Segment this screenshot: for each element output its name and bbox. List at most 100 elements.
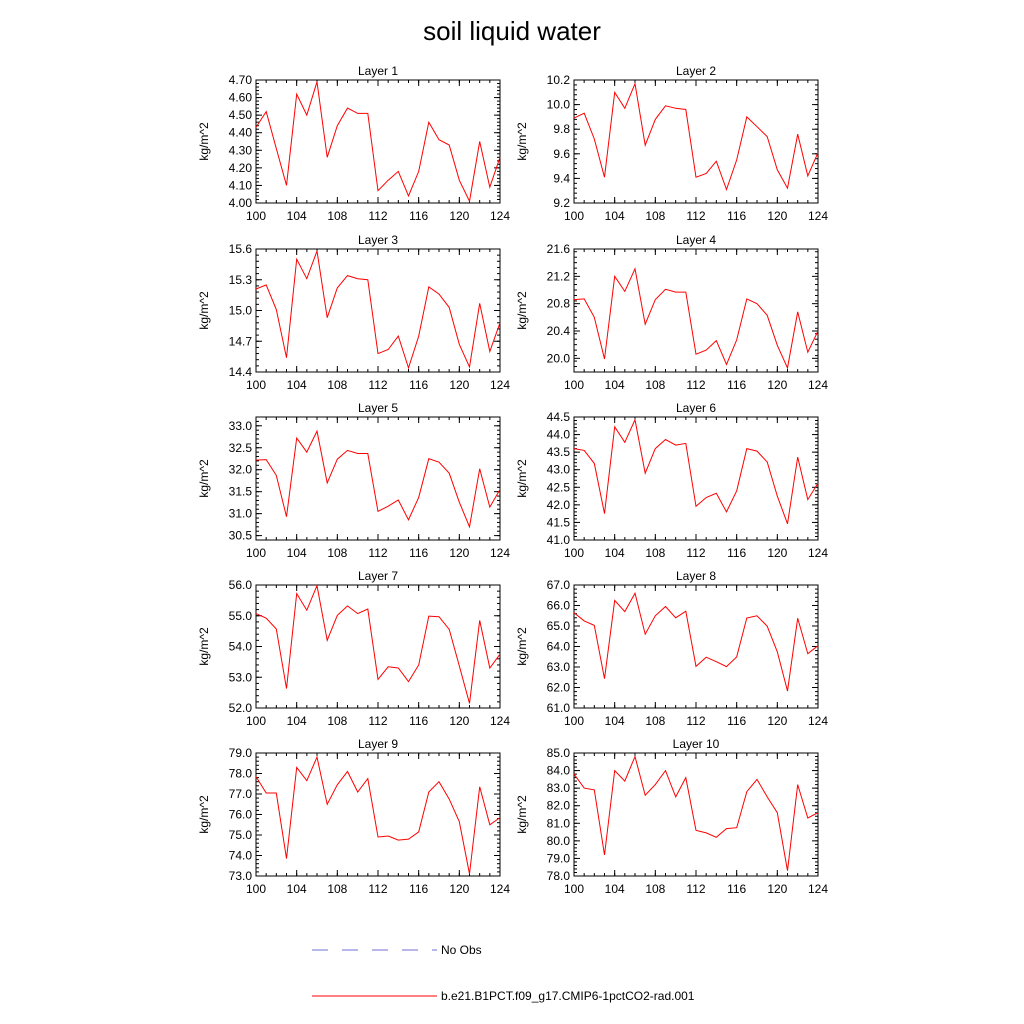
y-tick-label: 4.60 [229, 91, 253, 105]
x-tick-label: 108 [645, 209, 665, 223]
series-line [255, 755, 501, 875]
series-line [573, 754, 819, 871]
panel-layer-2: Layer 2 100 104 108 112 116 120 124 9.2 9.4 9.6 9.8… [515, 64, 828, 223]
panel-layer-9: Layer 9 100 104 108 112 116 120 124 73.0 74.0 75.0… [197, 737, 510, 896]
y-tick-label: 79.0 [229, 746, 253, 760]
panel-layer-4: Layer 4 100 104 108 112 116 120 124 20.0 20.4 20.8… [515, 233, 828, 392]
x-tick-label: 104 [605, 378, 625, 392]
x-tick-label: 100 [246, 378, 266, 392]
panel-title: Layer 8 [676, 569, 716, 583]
x-tick-label: 100 [564, 546, 584, 560]
x-tick-label: 116 [727, 209, 746, 223]
y-tick-label: 32.5 [229, 441, 253, 455]
x-tick-label: 120 [449, 714, 469, 728]
y-axis-label: kg/m^2 [515, 795, 529, 834]
series-line [573, 591, 819, 692]
y-tick-label: 74.0 [229, 849, 253, 863]
x-tick-label: 112 [368, 714, 387, 728]
series-line [255, 583, 501, 704]
x-tick-label: 120 [449, 546, 469, 560]
x-tick-label: 120 [767, 714, 787, 728]
y-tick-label: 20.0 [547, 351, 571, 365]
x-tick-label: 108 [645, 714, 665, 728]
panel-layer-8: Layer 8 100 104 108 112 116 120 124 61.0 62.0 63.0… [515, 569, 828, 728]
y-tick-label: 9.6 [553, 147, 570, 161]
y-axis-label: kg/m^2 [515, 627, 529, 666]
x-tick-label: 124 [490, 882, 510, 896]
panel-title: Layer 7 [358, 569, 398, 583]
x-tick-label: 124 [808, 378, 828, 392]
x-tick-label: 108 [327, 546, 347, 560]
panel-title: Layer 10 [673, 737, 720, 751]
x-tick-label: 104 [287, 209, 307, 223]
panel-layer-5: Layer 5 100 104 108 112 116 120 124 30.5 31.0 31.5… [197, 401, 510, 560]
plot-frame [573, 416, 819, 541]
y-axis-label: kg/m^2 [197, 459, 211, 498]
y-tick-label: 9.8 [553, 122, 570, 136]
y-tick-label: 44.5 [547, 410, 571, 424]
plot-frame [573, 79, 819, 204]
x-tick-label: 100 [246, 209, 266, 223]
y-axis-label: kg/m^2 [515, 459, 529, 498]
series-line [255, 81, 501, 203]
x-tick-label: 112 [686, 546, 705, 560]
y-tick-label: 84.0 [547, 764, 571, 778]
y-tick-label: 55.0 [229, 609, 253, 623]
x-tick-label: 116 [727, 378, 746, 392]
y-tick-label: 80.0 [547, 834, 571, 848]
y-tick-label: 53.0 [229, 670, 253, 684]
y-tick-label: 78.0 [229, 767, 253, 781]
x-tick-label: 112 [686, 882, 705, 896]
legend: No Obs b.e21.B1PCT.f09_g17.CMIP6-1pctCO2… [312, 943, 695, 1003]
x-tick-label: 112 [368, 882, 387, 896]
x-tick-label: 112 [686, 714, 705, 728]
x-tick-label: 112 [686, 209, 705, 223]
series-line [573, 267, 819, 370]
y-tick-label: 30.5 [229, 529, 253, 543]
panel-title: Layer 3 [358, 233, 398, 247]
x-tick-label: 100 [564, 378, 584, 392]
y-tick-label: 76.0 [229, 808, 253, 822]
x-tick-label: 112 [368, 546, 387, 560]
y-tick-label: 20.8 [547, 297, 571, 311]
y-tick-label: 43.5 [547, 445, 571, 459]
plot-frame [573, 752, 819, 877]
x-tick-label: 112 [368, 209, 387, 223]
y-tick-label: 15.6 [229, 242, 253, 256]
plot-frame [255, 752, 501, 877]
panel-title: Layer 2 [676, 64, 716, 78]
y-tick-label: 14.7 [229, 334, 253, 348]
y-axis-label: kg/m^2 [197, 795, 211, 834]
y-tick-label: 4.40 [229, 126, 253, 140]
y-tick-label: 9.2 [553, 196, 570, 210]
y-axis-label: kg/m^2 [197, 122, 211, 161]
y-tick-label: 15.3 [229, 273, 253, 287]
x-tick-label: 108 [645, 882, 665, 896]
legend-no-obs-label: No Obs [441, 943, 482, 957]
x-tick-label: 104 [605, 209, 625, 223]
panel-title: Layer 1 [358, 64, 398, 78]
x-tick-label: 108 [327, 209, 347, 223]
x-tick-label: 124 [490, 209, 510, 223]
series-line [573, 418, 819, 524]
x-tick-label: 108 [645, 546, 665, 560]
x-tick-label: 112 [686, 378, 705, 392]
panel-title: Layer 5 [358, 401, 398, 415]
y-tick-label: 42.0 [547, 498, 571, 512]
panel-title: Layer 4 [676, 233, 716, 247]
x-tick-label: 100 [564, 882, 584, 896]
x-tick-label: 124 [808, 209, 828, 223]
y-tick-label: 82.0 [547, 799, 571, 813]
x-tick-label: 124 [490, 546, 510, 560]
x-tick-label: 124 [490, 378, 510, 392]
y-tick-label: 15.0 [229, 304, 253, 318]
y-tick-label: 62.0 [547, 681, 571, 695]
y-tick-label: 65.0 [547, 619, 571, 633]
x-tick-label: 100 [246, 546, 266, 560]
x-tick-label: 108 [327, 378, 347, 392]
x-tick-label: 104 [287, 378, 307, 392]
y-tick-label: 31.5 [229, 485, 253, 499]
x-tick-label: 120 [767, 882, 787, 896]
x-tick-label: 104 [287, 882, 307, 896]
